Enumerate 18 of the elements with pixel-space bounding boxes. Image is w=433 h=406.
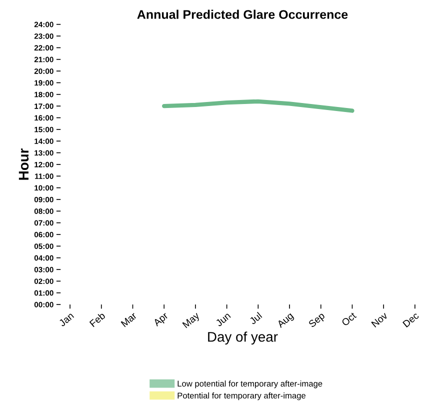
x-tick-label: Dec [402,312,420,328]
x-tick-label: Nov [371,312,388,328]
legend-label: Potential for temporary after-image [178,392,306,400]
x-axis-title: Day of year [208,332,278,345]
x-tick-label: Jan [58,312,74,327]
x-tick-label: Apr [152,312,170,328]
x-tick-label: Aug [276,312,295,330]
x-tick-label: May [182,312,202,330]
x-tick-label: Jul [248,312,262,325]
x-tick-label: Feb [89,312,106,328]
x-tick-label: Jun [215,312,231,327]
legend-label: Low potential for temporary after-image [178,380,322,388]
line-series [162,99,354,113]
y-axis-title: Hour [18,148,29,180]
chart-title: Annual Predicted Glare Occurrence [137,10,348,19]
x-tick-label: Sep [308,312,326,330]
x-tick-label: Oct [341,312,357,326]
x-tick-label: Mar [120,312,138,328]
